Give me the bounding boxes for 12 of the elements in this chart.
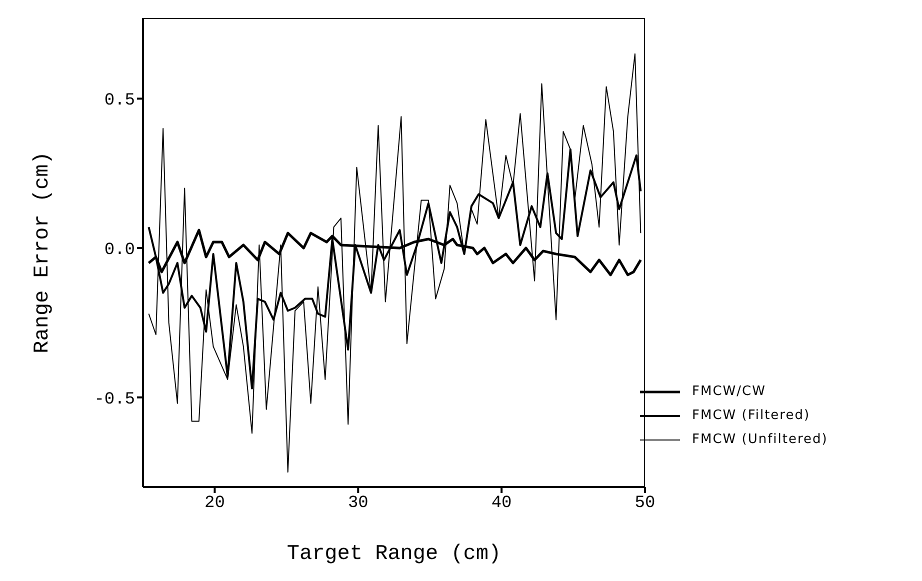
- x-tick-label: 20: [204, 494, 225, 514]
- x-tick-label: 50: [634, 494, 656, 514]
- y-axis-title: Range Error (cm): [31, 152, 54, 354]
- x-tick-label: 40: [491, 494, 512, 514]
- y-tick-label: -0.5: [94, 390, 135, 410]
- legend-label: FMCW/CW: [692, 383, 766, 401]
- x-axis-title: Target Range (cm): [286, 543, 502, 566]
- y-tick-label: 0.0: [104, 241, 135, 260]
- legend-label: FMCW (Unfiltered): [692, 431, 828, 449]
- x-tick-label: 30: [348, 494, 368, 514]
- y-tick-label: 0.5: [104, 92, 135, 111]
- legend-label: FMCW (Filtered): [692, 407, 810, 425]
